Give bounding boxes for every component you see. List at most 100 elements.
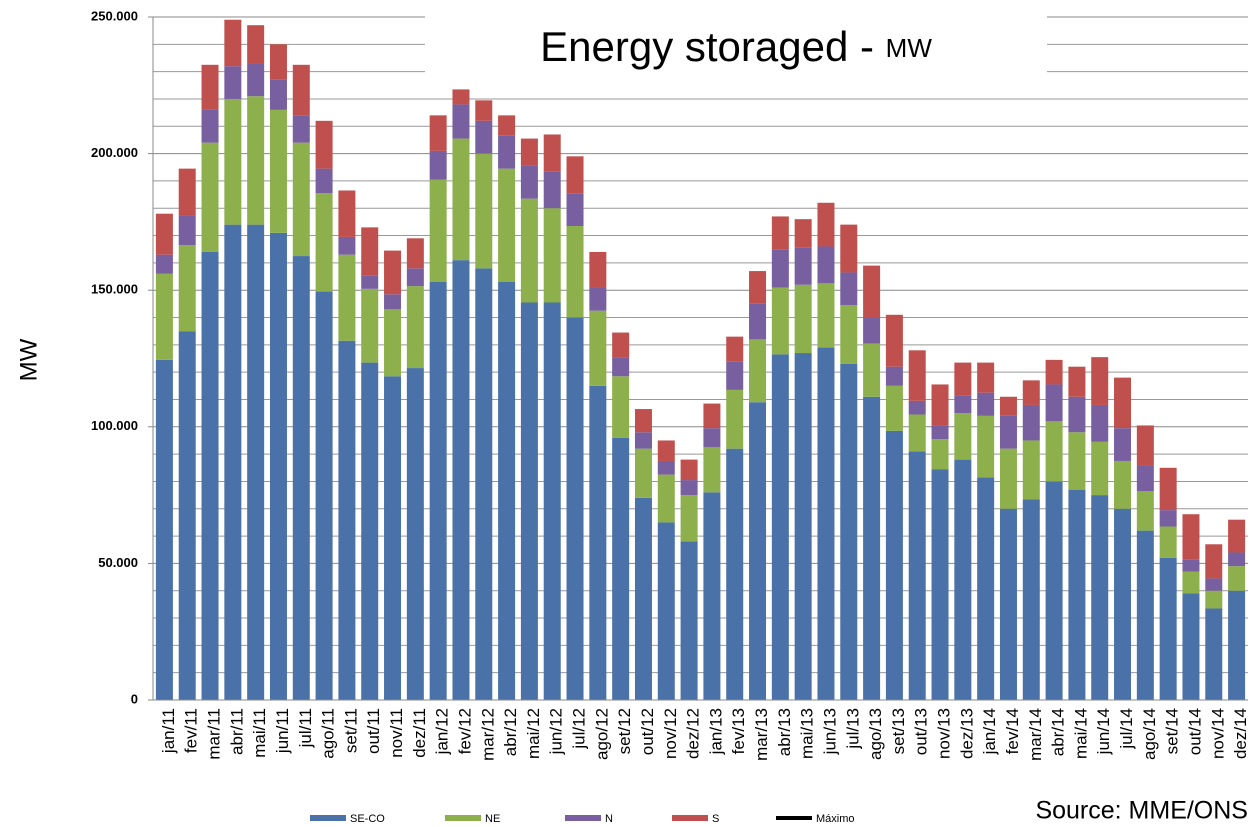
x-tick-label: jan/13 — [706, 708, 725, 755]
bar-segment — [1205, 590, 1223, 609]
bar-segment — [292, 256, 310, 700]
bar-segment — [908, 350, 926, 401]
bar-segment — [498, 168, 516, 283]
x-tick-label: nov/13 — [935, 708, 954, 759]
bar-segment — [1205, 608, 1223, 700]
x-tick-label: set/14 — [1163, 708, 1182, 754]
bar-segment — [863, 343, 881, 397]
bar-segment — [1228, 552, 1246, 567]
bar-segment — [680, 495, 698, 542]
bar-segment — [1159, 526, 1177, 558]
x-tick-label: abr/14 — [1049, 708, 1068, 756]
bar-segment — [247, 25, 265, 64]
bar-segment — [771, 216, 789, 250]
bar-segment — [840, 363, 858, 700]
bar-segment — [475, 268, 493, 700]
x-tick-label: mai/12 — [524, 708, 543, 759]
bar-segment — [1182, 571, 1200, 594]
bar-segment — [429, 115, 447, 151]
x-tick-label: mai/13 — [798, 708, 817, 759]
bar-segment — [1022, 404, 1040, 441]
bar-segment — [201, 64, 219, 110]
x-tick-label: jun/12 — [547, 708, 566, 755]
bar-segment — [999, 508, 1017, 700]
bar-segment — [703, 403, 721, 429]
bar-segment — [612, 376, 630, 438]
bar-segment — [452, 104, 470, 139]
bar-segment — [863, 317, 881, 344]
x-tick-label: mar/12 — [478, 708, 497, 761]
bar-segment — [1068, 432, 1086, 490]
bar-segment — [954, 413, 972, 460]
bar-segment — [1205, 544, 1223, 579]
bar-segment — [817, 246, 835, 284]
bar-segment — [475, 153, 493, 269]
x-tick-label: dez/12 — [684, 708, 703, 759]
x-tick-label: out/12 — [638, 708, 657, 755]
bar-segment — [406, 268, 424, 287]
x-tick-label: out/13 — [912, 708, 931, 755]
bar-segment — [634, 497, 652, 700]
y-tick-label: 100.000 — [91, 418, 138, 433]
bar-segment — [657, 460, 675, 475]
bar-segment — [269, 232, 287, 700]
bar-segment — [384, 250, 402, 295]
bar-segment — [794, 353, 812, 700]
bar-segment — [520, 165, 538, 199]
bar-segment — [224, 19, 242, 67]
bar-segment — [1068, 366, 1086, 397]
x-tick-label: ago/13 — [866, 708, 885, 760]
x-tick-label: dez/11 — [410, 708, 429, 758]
bar-segment — [703, 447, 721, 493]
bar-segment — [406, 238, 424, 269]
bar-segment — [999, 415, 1017, 449]
x-tick-label: ago/11 — [319, 708, 338, 759]
bar-segment — [315, 168, 333, 194]
chart-title-unit: MW — [886, 33, 933, 63]
bar-segment — [361, 275, 379, 289]
bar-segment — [429, 179, 447, 283]
bar-segment — [1205, 578, 1223, 591]
bar-segment — [498, 282, 516, 700]
bar-segment — [589, 251, 607, 288]
bar-segment — [589, 287, 607, 311]
bar-segment — [566, 317, 584, 700]
bar-segment — [908, 414, 926, 452]
bar-segment — [269, 79, 287, 110]
bar-segment — [498, 135, 516, 169]
bar-segment — [771, 249, 789, 288]
x-tick-label: nov/12 — [661, 708, 680, 759]
x-tick-label: jul/11 — [296, 708, 315, 748]
x-tick-label: jan/14 — [980, 708, 999, 755]
bar-segment — [1136, 530, 1154, 700]
bar-segment — [1228, 519, 1246, 553]
bar-segment — [178, 245, 196, 332]
x-tick-label: jan/11 — [159, 708, 178, 754]
bar-segment — [406, 368, 424, 700]
bar-segment — [1022, 440, 1040, 500]
bar-segment — [703, 492, 721, 700]
bar-segment — [634, 409, 652, 433]
bar-segment — [726, 448, 744, 700]
bar-segment — [908, 451, 926, 700]
bar-segment — [908, 400, 926, 415]
bar-segment — [338, 340, 356, 700]
bar-segment — [885, 314, 903, 367]
bar-segment — [794, 247, 812, 285]
x-tick-label: fev/12 — [455, 708, 474, 754]
bar-segment — [589, 310, 607, 386]
x-tick-label: dez/14 — [1231, 708, 1250, 759]
x-tick-label: mar/14 — [1026, 708, 1045, 761]
x-tick-label: set/13 — [889, 708, 908, 754]
bar-segment — [178, 331, 196, 700]
bar-segment — [269, 109, 287, 233]
bar-segment — [1045, 384, 1063, 422]
bar-segment — [703, 428, 721, 448]
bar-segment — [520, 138, 538, 166]
bar-segment — [977, 477, 995, 700]
bar-segment — [817, 202, 835, 247]
bar-segment — [1114, 377, 1132, 429]
bar-segment — [1136, 491, 1154, 531]
bar-segment — [384, 309, 402, 377]
